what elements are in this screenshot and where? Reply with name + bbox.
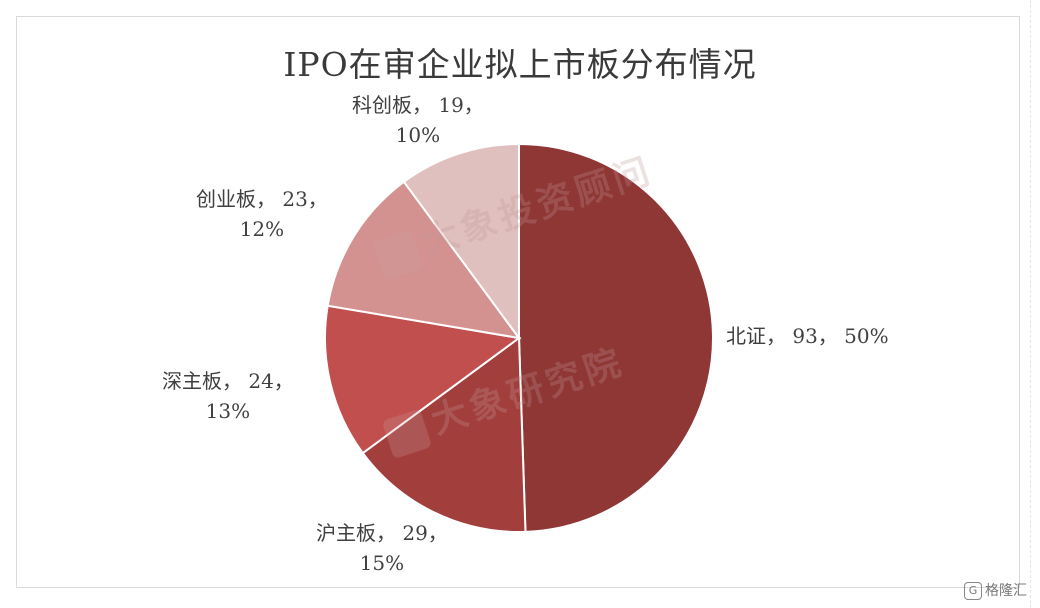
slice-label-star-line2: 10% <box>395 123 441 147</box>
chart-title: IPO在审企业拟上市板分布情况 <box>283 45 757 84</box>
slice-label-beizheng: 北证， 93， 50% <box>726 321 889 351</box>
slice-label-hu-main: 沪主板， 29， 15% <box>316 518 448 578</box>
pie-slice-1 <box>361 336 527 533</box>
slice-label-hu-main-line1: 沪主板， 29， <box>316 521 448 545</box>
pie-slice-4 <box>402 142 520 342</box>
slice-label-chinext: 创业板， 23， 12% <box>196 184 328 244</box>
slice-label-star-line1: 科创板， 19， <box>352 93 484 117</box>
sheet-gridline <box>1030 0 1040 608</box>
slice-label-hu-main-line2: 15% <box>359 551 405 575</box>
pie-slice-0 <box>518 142 714 533</box>
slice-label-shen-main-line2: 13% <box>205 399 251 423</box>
slice-label-shen-main: 深主板， 24， 13% <box>162 366 294 426</box>
slice-label-beizheng-text: 北证， 93， 50% <box>726 324 889 348</box>
slice-label-shen-main-line1: 深主板， 24， <box>162 369 294 393</box>
pie-slice-2 <box>324 304 522 455</box>
brand-mark-icon: G <box>964 582 982 600</box>
brand-logo: G 格隆汇 <box>964 580 1027 600</box>
slice-label-chinext-line2: 12% <box>239 217 285 241</box>
pie-slice-3 <box>326 180 522 340</box>
slice-label-chinext-line1: 创业板， 23， <box>196 187 328 211</box>
slice-label-star: 科创板， 19， 10% <box>352 90 484 150</box>
